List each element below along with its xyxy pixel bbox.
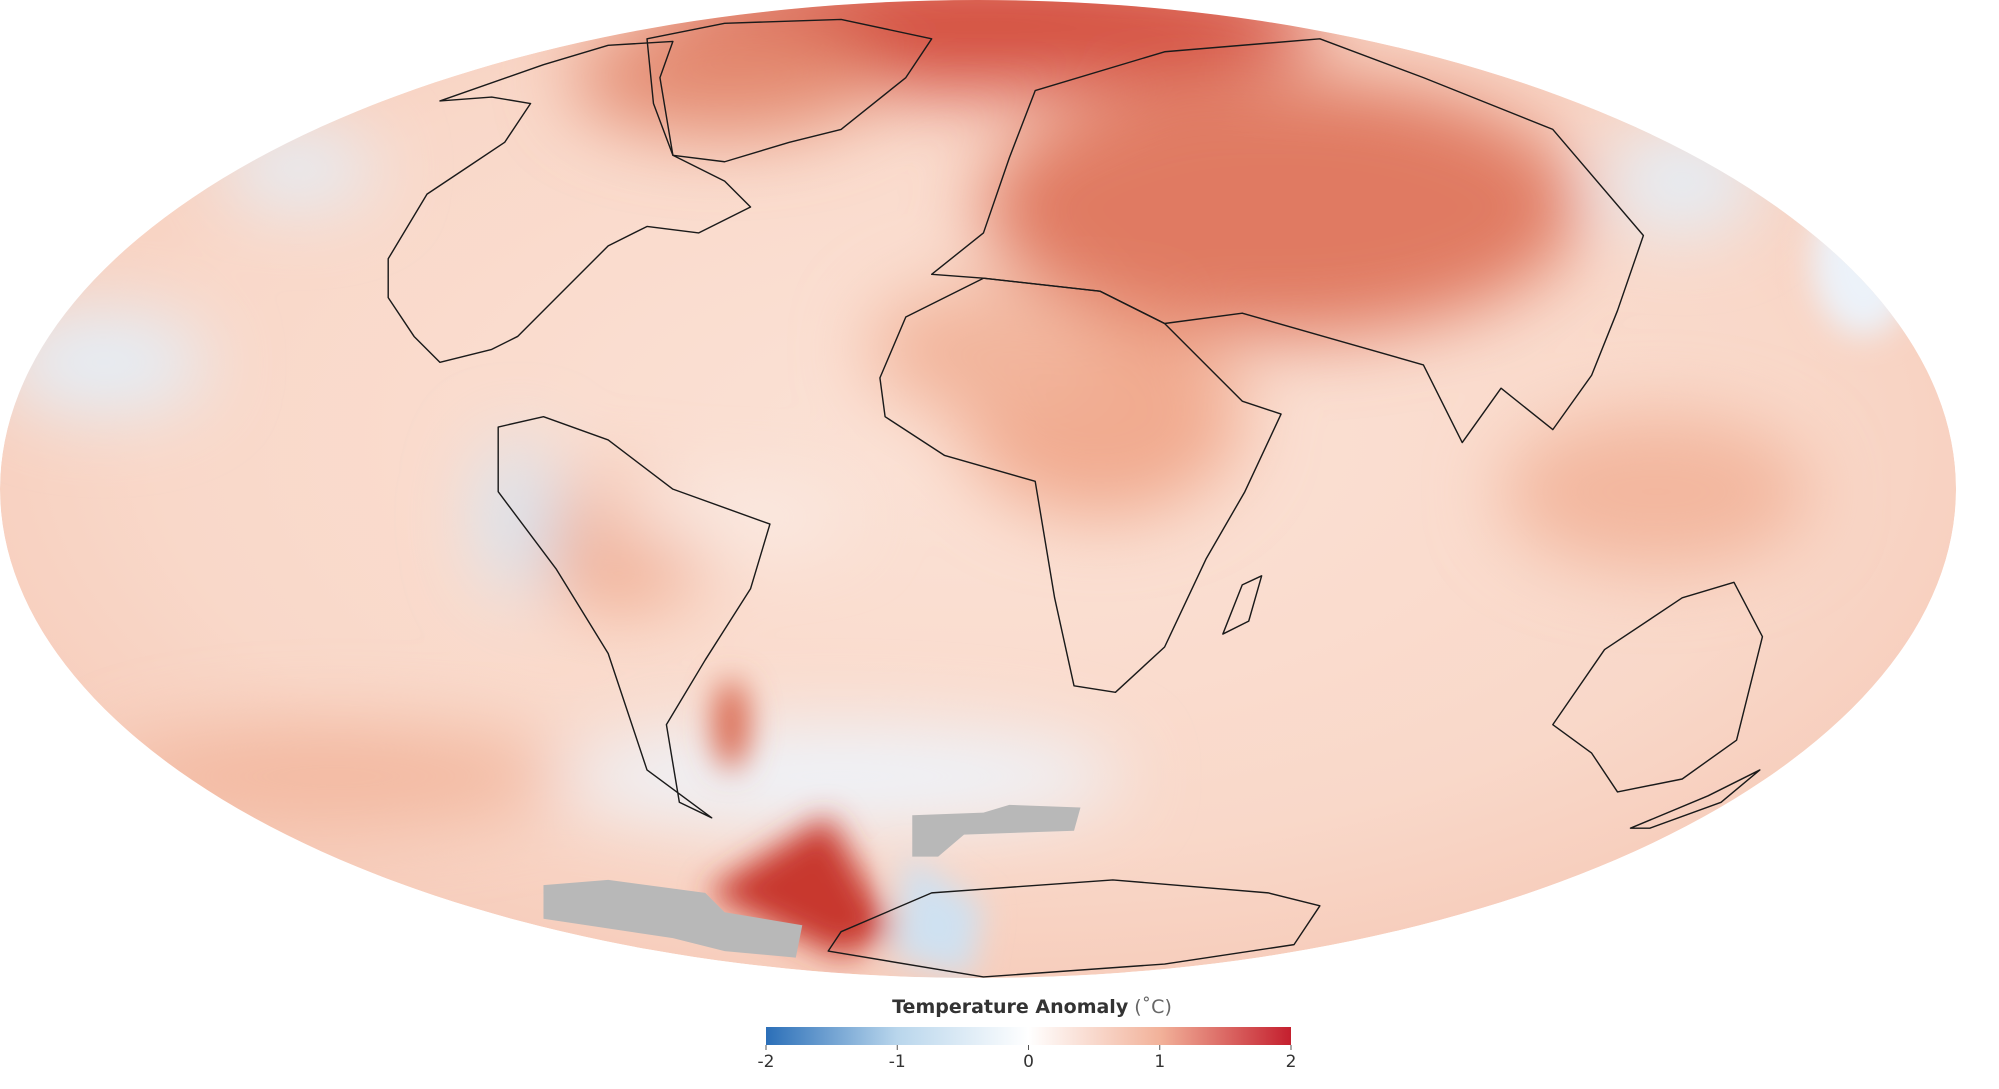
legend-title: Temperature Anomaly (˚C) (892, 996, 1172, 1018)
tick-label: 0 (1023, 1052, 1034, 1072)
color-scale-ticks: -2 -1 0 1 2 (758, 1045, 1297, 1072)
tick-label: -1 (889, 1052, 906, 1072)
tick-label: 1 (1154, 1052, 1165, 1072)
map (0, 0, 1957, 979)
color-scale (766, 1027, 1291, 1045)
legend-title-text: Temperature Anomaly (892, 996, 1129, 1018)
tick-label: 2 (1286, 1052, 1297, 1072)
legend-unit: (˚C) (1134, 996, 1172, 1018)
tick-label: -2 (758, 1052, 775, 1072)
